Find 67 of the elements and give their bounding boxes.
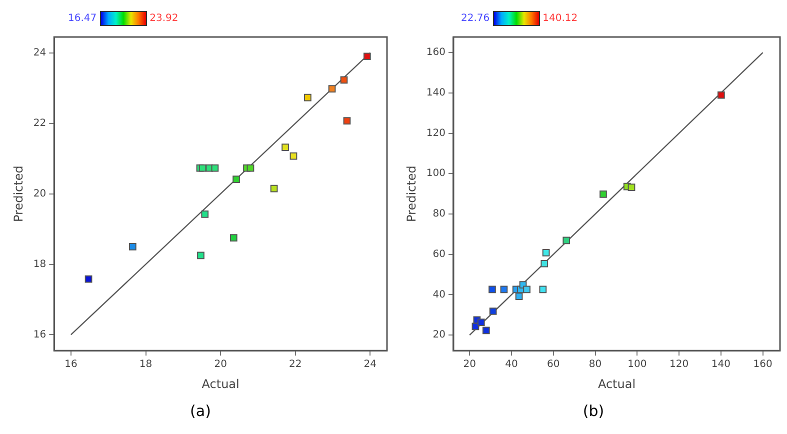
x-tick-label: 60: [547, 359, 560, 370]
point: [600, 190, 607, 198]
y-axis-title: Predicted: [404, 166, 418, 222]
point: [539, 286, 547, 294]
point: [363, 52, 371, 60]
point: [211, 164, 219, 172]
point: [230, 234, 238, 242]
y-tick-label: 24: [33, 47, 46, 58]
point: [197, 252, 204, 260]
point: [246, 164, 254, 172]
text: 23.92: [150, 12, 178, 24]
point: [542, 249, 550, 256]
point: [128, 242, 136, 250]
y-tick-label: 80: [432, 208, 446, 220]
point: [523, 286, 530, 294]
x-tick-label: 16: [64, 359, 78, 370]
x-tick-label: 140: [711, 359, 730, 370]
point: [628, 184, 636, 192]
text: (a): [189, 402, 212, 420]
y-tick-label: 100: [426, 168, 446, 180]
y-tick-label: 120: [426, 128, 446, 139]
point: [477, 318, 485, 326]
text: 140.12: [542, 12, 578, 24]
point: [201, 210, 209, 218]
y-tick-label: 20: [432, 330, 446, 341]
y-tick-label: 22: [33, 118, 46, 129]
point: [500, 286, 508, 294]
x-tick-label: 20: [214, 359, 227, 370]
x-tick-label: 160: [753, 359, 772, 370]
x-tick-label: 100: [628, 359, 647, 370]
y-axis-title: Predicted: [11, 166, 26, 222]
y-tick-label: 16: [33, 329, 46, 340]
text: (b): [582, 402, 606, 420]
point: [290, 152, 298, 160]
point: [482, 326, 490, 334]
point: [282, 144, 289, 151]
point: [540, 260, 548, 268]
point: [270, 184, 278, 192]
x-tick-label: 20: [463, 359, 476, 370]
y-tick-label: 160: [426, 47, 446, 58]
y-tick-label: 60: [432, 248, 446, 260]
x-tick-label: 80: [588, 359, 602, 370]
point: [515, 292, 523, 300]
x-tick-label: 24: [364, 359, 377, 370]
point: [562, 236, 570, 244]
x-axis-title: Actual: [598, 376, 636, 391]
y-tick-label: 140: [426, 87, 446, 98]
point: [489, 308, 497, 315]
point: [304, 94, 312, 102]
point: [232, 176, 240, 184]
point: [343, 117, 351, 125]
point: [84, 275, 92, 283]
x-tick-label: 22: [289, 359, 302, 370]
x-tick-label: 18: [139, 359, 152, 370]
text: 22.76: [461, 12, 490, 24]
y-tick-label: 18: [33, 258, 46, 270]
y-tick-label: 20: [33, 188, 46, 200]
point: [488, 286, 496, 294]
x-tick-label: 120: [670, 359, 689, 370]
point: [328, 85, 336, 92]
x-axis-title: Actual: [202, 376, 240, 391]
point: [718, 91, 725, 99]
text: 16.47: [68, 12, 97, 24]
x-tick-label: 40: [505, 359, 518, 370]
y-tick-label: 40: [432, 289, 446, 300]
point: [340, 76, 348, 84]
point: [198, 164, 206, 172]
